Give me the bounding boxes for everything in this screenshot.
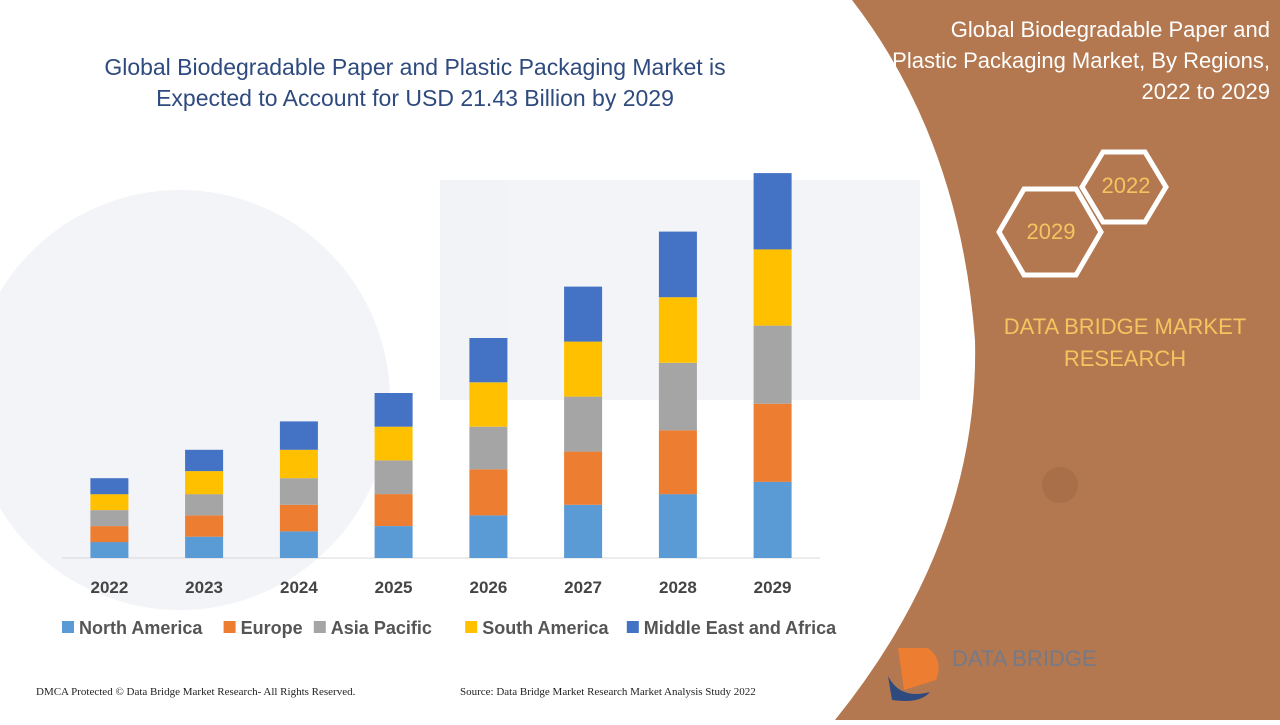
chart-title: Global Biodegradable Paper and Plastic P… [104, 54, 726, 111]
bar-2024-europe [279, 504, 318, 532]
bar-2023-middle-east-and-africa [185, 449, 224, 472]
bar-2023-europe [185, 515, 224, 537]
bar-2024-middle-east-and-africa [279, 421, 318, 450]
legend: North America Europe Asia Pacific South Ame… [62, 618, 837, 638]
bar-2024-north-america [279, 531, 318, 558]
bars-layer [90, 173, 792, 558]
bar-2028-asia-pacific [658, 362, 697, 431]
x-tick-2025: 2025 [375, 578, 413, 597]
x-tick-labels: 2022 2023 2024 2025 2026 2027 2028 2029 [90, 578, 791, 597]
bar-2022-middle-east-and-africa [90, 478, 129, 495]
bar-2027-europe [564, 451, 603, 505]
bar-2027-south-america [564, 341, 603, 397]
legend-swatch-north-america [62, 621, 74, 633]
legend-swatch-europe [223, 621, 236, 633]
bar-2026-north-america [469, 515, 508, 558]
bar-2029-asia-pacific [753, 325, 792, 404]
bar-2023-south-america [185, 471, 224, 495]
dmca-notice: DMCA Protected © Data Bridge Market Rese… [36, 686, 356, 698]
bar-2028-europe [658, 430, 697, 495]
source-note: Source: Data Bridge Market Research Mark… [460, 686, 756, 698]
legend-label-south-america: South America [482, 618, 609, 638]
bar-2026-south-america [469, 382, 508, 427]
bar-2026-middle-east-and-africa [469, 338, 508, 383]
bar-2023-asia-pacific [185, 494, 224, 516]
bar-2025-middle-east-and-africa [374, 393, 413, 427]
bar-2027-middle-east-and-africa [564, 286, 603, 342]
x-tick-2022: 2022 [90, 578, 128, 597]
bar-2024-south-america [279, 449, 318, 479]
bar-2025-north-america [374, 526, 413, 558]
x-tick-2024: 2024 [280, 578, 318, 597]
legend-label-asia-pacific: Asia Pacific [331, 618, 432, 638]
bar-2022-north-america [90, 542, 129, 558]
bar-2027-asia-pacific [564, 396, 603, 452]
bar-2025-europe [374, 494, 413, 526]
legend-swatch-south-america [465, 621, 478, 633]
legend-label-north-america: North America [79, 618, 203, 638]
x-tick-2029: 2029 [754, 578, 792, 597]
x-tick-2028: 2028 [659, 578, 697, 597]
bar-2022-south-america [90, 494, 129, 511]
bar-2025-asia-pacific [374, 460, 413, 495]
bar-2028-north-america [658, 494, 697, 558]
legend-swatch-middle-east-and-africa [626, 621, 639, 633]
bar-2029-north-america [753, 481, 792, 558]
x-tick-2027: 2027 [564, 578, 602, 597]
x-tick-2023: 2023 [185, 578, 223, 597]
bar-2028-south-america [658, 297, 697, 363]
x-tick-2026: 2026 [469, 578, 507, 597]
bar-2026-europe [469, 469, 508, 516]
bar-2022-europe [90, 526, 129, 543]
bar-2026-asia-pacific [469, 426, 508, 470]
bar-2028-middle-east-and-africa [658, 231, 697, 298]
bar-2029-middle-east-and-africa [753, 173, 792, 250]
bar-2025-south-america [374, 426, 413, 461]
bar-2023-north-america [185, 536, 224, 558]
bar-2024-asia-pacific [279, 478, 318, 505]
bar-2029-south-america [753, 249, 792, 326]
legend-label-middle-east-and-africa: Middle East and Africa [644, 618, 837, 638]
legend-swatch-asia-pacific [313, 621, 326, 633]
legend-label-europe: Europe [241, 618, 303, 638]
bar-2022-asia-pacific [90, 510, 129, 527]
bar-2027-north-america [564, 504, 603, 558]
bar-2029-europe [753, 403, 792, 482]
